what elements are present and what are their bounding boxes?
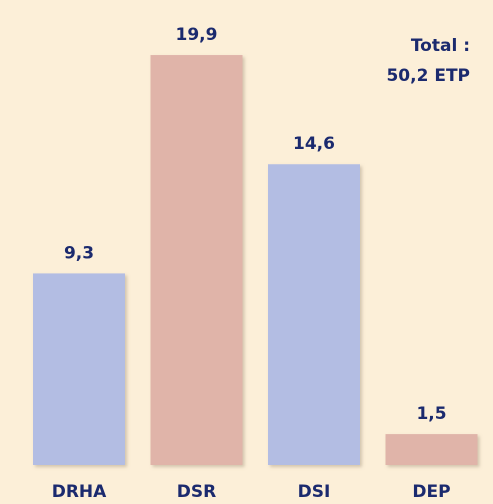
value-label: 9,3 — [64, 243, 94, 263]
annotation: Total : — [411, 36, 470, 56]
bar — [268, 164, 360, 466]
value-label: 14,6 — [293, 134, 335, 154]
x-tick-label: DSI — [298, 482, 331, 502]
annotation: 50,2 ETP — [386, 66, 470, 86]
value-label: 1,5 — [416, 404, 446, 424]
bar — [33, 273, 125, 465]
bar — [385, 434, 478, 465]
value-label: 19,9 — [176, 25, 218, 45]
bar — [150, 55, 243, 466]
x-tick-label: DSR — [177, 482, 216, 502]
x-tick-label: DEP — [412, 482, 450, 502]
x-tick-label: DRHA — [52, 482, 107, 502]
